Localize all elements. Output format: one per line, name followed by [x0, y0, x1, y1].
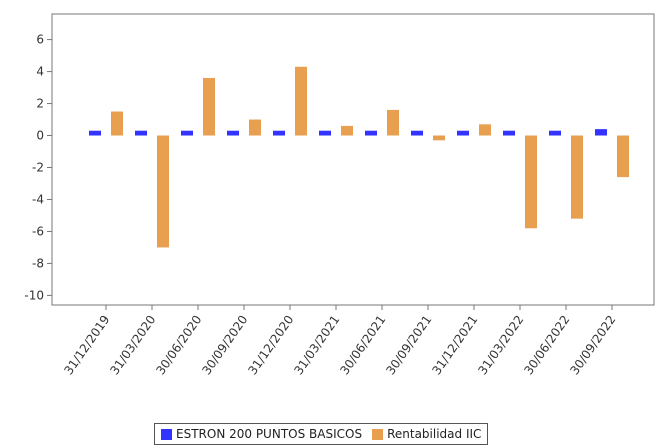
x-tick-label: 30/06/2022 [521, 313, 572, 378]
legend: ESTRON 200 PUNTOS BASICOS Rentabilidad I… [154, 423, 489, 445]
bar-rentabilidad-0 [111, 111, 123, 136]
x-tick-label: 31/03/2021 [291, 313, 342, 378]
bar-rentabilidad-2 [203, 77, 215, 136]
bar-rentabilidad-11 [617, 135, 629, 178]
x-tick-label: 30/09/2022 [567, 313, 618, 378]
legend-label-estron: ESTRON 200 PUNTOS BASICOS [176, 427, 363, 441]
x-tick-label: 30/09/2021 [383, 313, 434, 378]
bar-estron-1 [135, 130, 147, 136]
bar-rentabilidad-5 [341, 125, 353, 136]
y-tick-label: -4 [32, 192, 44, 206]
bar-rentabilidad-6 [387, 109, 399, 136]
bar-rentabilidad-8 [479, 124, 491, 136]
x-tick-label: 30/09/2020 [199, 313, 250, 378]
bars-group [89, 66, 629, 248]
bar-rentabilidad-9 [525, 135, 537, 229]
x-tick-label: 31/03/2020 [107, 313, 158, 378]
plot-area [51, 13, 655, 306]
legend-swatch-estron [161, 428, 172, 440]
x-axis: 31/12/201931/03/202030/06/202030/09/2020… [61, 305, 618, 377]
y-tick-label: 0 [36, 129, 44, 143]
x-tick-label: 31/12/2020 [245, 313, 296, 378]
x-tick-label: 31/12/2021 [429, 313, 480, 378]
bar-estron-0 [89, 130, 101, 136]
bar-rentabilidad-7 [433, 135, 445, 141]
y-tick-label: 6 [36, 33, 44, 47]
bar-estron-7 [411, 130, 423, 136]
legend-label-rentabilidad: Rentabilidad IIC [387, 427, 482, 441]
x-tick-label: 30/06/2021 [337, 313, 388, 378]
x-tick-label: 30/06/2020 [153, 313, 204, 378]
legend-swatch-rentabilidad [372, 428, 384, 440]
y-tick-label: -8 [32, 256, 44, 270]
bar-rentabilidad-1 [157, 135, 169, 248]
y-tick-label: 2 [36, 97, 44, 111]
bar-estron-3 [227, 130, 239, 136]
bar-estron-2 [181, 130, 193, 136]
bar-estron-11 [595, 129, 607, 136]
y-axis: -10 -8 -6 -4 -2 0 2 4 6 [24, 33, 52, 302]
bar-rentabilidad-10 [571, 135, 583, 219]
y-tick-label: 4 [36, 65, 44, 79]
y-tick-label: -10 [24, 288, 44, 302]
bar-estron-8 [457, 130, 469, 136]
bar-estron-9 [503, 130, 515, 136]
y-tick-label: -2 [32, 160, 44, 174]
y-tick-label: -6 [32, 224, 44, 238]
bar-rentabilidad-3 [249, 119, 261, 136]
x-tick-label: 31/12/2019 [61, 313, 112, 378]
bar-rentabilidad-4 [295, 66, 307, 136]
x-tick-label: 31/03/2022 [475, 313, 526, 378]
bar-estron-6 [365, 130, 377, 136]
bar-estron-10 [549, 130, 561, 136]
bar-estron-5 [319, 130, 331, 136]
bar-estron-4 [273, 130, 285, 136]
